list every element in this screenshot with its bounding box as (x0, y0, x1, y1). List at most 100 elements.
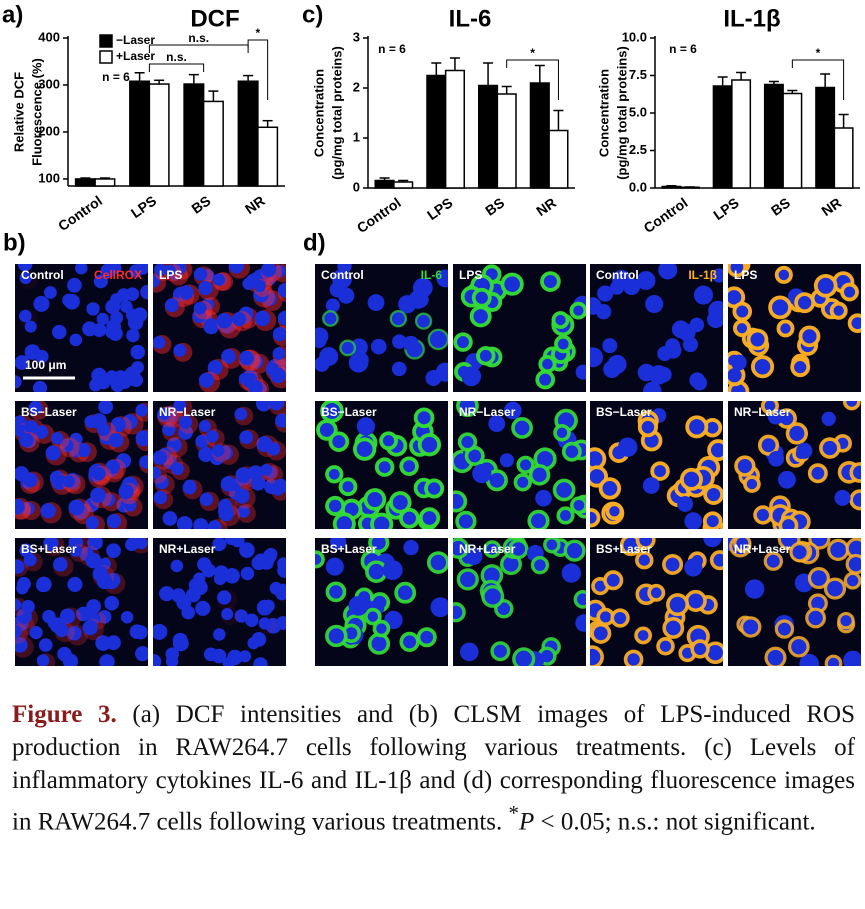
cell (38, 638, 53, 652)
cell (796, 442, 813, 459)
cell (325, 298, 340, 313)
cell (315, 327, 329, 346)
cell (728, 264, 748, 278)
cell (57, 646, 72, 662)
cell (636, 271, 656, 290)
legend-swatch (99, 50, 113, 64)
cell (499, 453, 514, 468)
cell (17, 264, 33, 272)
micrograph (153, 401, 286, 529)
cell (108, 264, 122, 274)
bar (712, 85, 733, 189)
chart-title: IL-1β (723, 5, 780, 32)
cell (744, 579, 765, 599)
cell (707, 439, 723, 462)
cell (842, 401, 861, 411)
cell (24, 320, 37, 333)
micrograph (315, 538, 448, 666)
marker-label: IL-1β (688, 268, 717, 282)
cell (164, 298, 179, 313)
cell (778, 470, 796, 489)
bar (426, 74, 447, 189)
cell (110, 311, 124, 325)
micrograph (15, 264, 148, 392)
cell (821, 411, 836, 426)
x-tick-label: NR (818, 194, 844, 219)
bar (74, 178, 96, 187)
tile-label: NR+Laser (159, 542, 216, 556)
cell (596, 304, 612, 320)
cell (702, 511, 723, 529)
cell (96, 312, 109, 326)
cell (231, 312, 247, 327)
bar (731, 79, 752, 189)
cell (819, 437, 841, 459)
bar (148, 83, 170, 187)
cell (455, 510, 477, 529)
cell (435, 362, 448, 382)
y-axis-label: (pg/mg total proteins) (329, 46, 344, 180)
cell (424, 478, 445, 499)
cell (337, 264, 352, 274)
cell (36, 576, 52, 593)
cell (211, 648, 227, 664)
cell (666, 593, 690, 617)
cell (49, 617, 66, 634)
cell (656, 636, 675, 656)
cell (15, 624, 22, 639)
cell (426, 551, 448, 574)
cell (575, 364, 586, 380)
cell (85, 552, 102, 569)
cell (332, 268, 352, 289)
cell (262, 549, 277, 564)
cell (709, 550, 723, 571)
chart-title: DCF (190, 5, 239, 32)
cell (635, 550, 654, 570)
cell (414, 312, 433, 330)
cell (790, 357, 811, 378)
cell (22, 472, 38, 488)
panel-label: c) (302, 1, 323, 28)
cell (104, 595, 119, 611)
cell (193, 301, 207, 315)
cell (85, 516, 99, 529)
cell (847, 313, 861, 333)
cell (430, 597, 448, 618)
cell (778, 515, 799, 529)
cell (198, 420, 211, 433)
cell (554, 334, 573, 354)
cell (248, 379, 263, 392)
x-tick-label: LPS (424, 194, 455, 223)
cell (268, 401, 285, 411)
cell (62, 475, 75, 488)
cell (129, 624, 145, 640)
cell (203, 318, 220, 335)
cell (15, 355, 30, 370)
cell (29, 625, 43, 640)
tile-label: Control (21, 268, 64, 282)
cell (481, 584, 505, 608)
cell (272, 326, 286, 342)
cell (122, 414, 138, 430)
cell (730, 354, 747, 371)
cell (135, 430, 148, 447)
cell (240, 566, 255, 581)
cell (356, 417, 375, 436)
cell (703, 538, 722, 548)
cell (569, 301, 586, 320)
cell (789, 542, 810, 563)
bar (94, 178, 116, 187)
cell (197, 557, 212, 572)
cell (535, 489, 552, 507)
cell (399, 456, 419, 477)
cell (170, 559, 184, 573)
cell (67, 625, 82, 641)
cell (823, 577, 847, 600)
cell (658, 264, 678, 280)
y-tick-label: 2 (353, 79, 360, 94)
cell (511, 417, 533, 439)
cell (153, 466, 161, 479)
cell (328, 431, 350, 452)
cell (538, 355, 557, 374)
cell (91, 413, 107, 429)
